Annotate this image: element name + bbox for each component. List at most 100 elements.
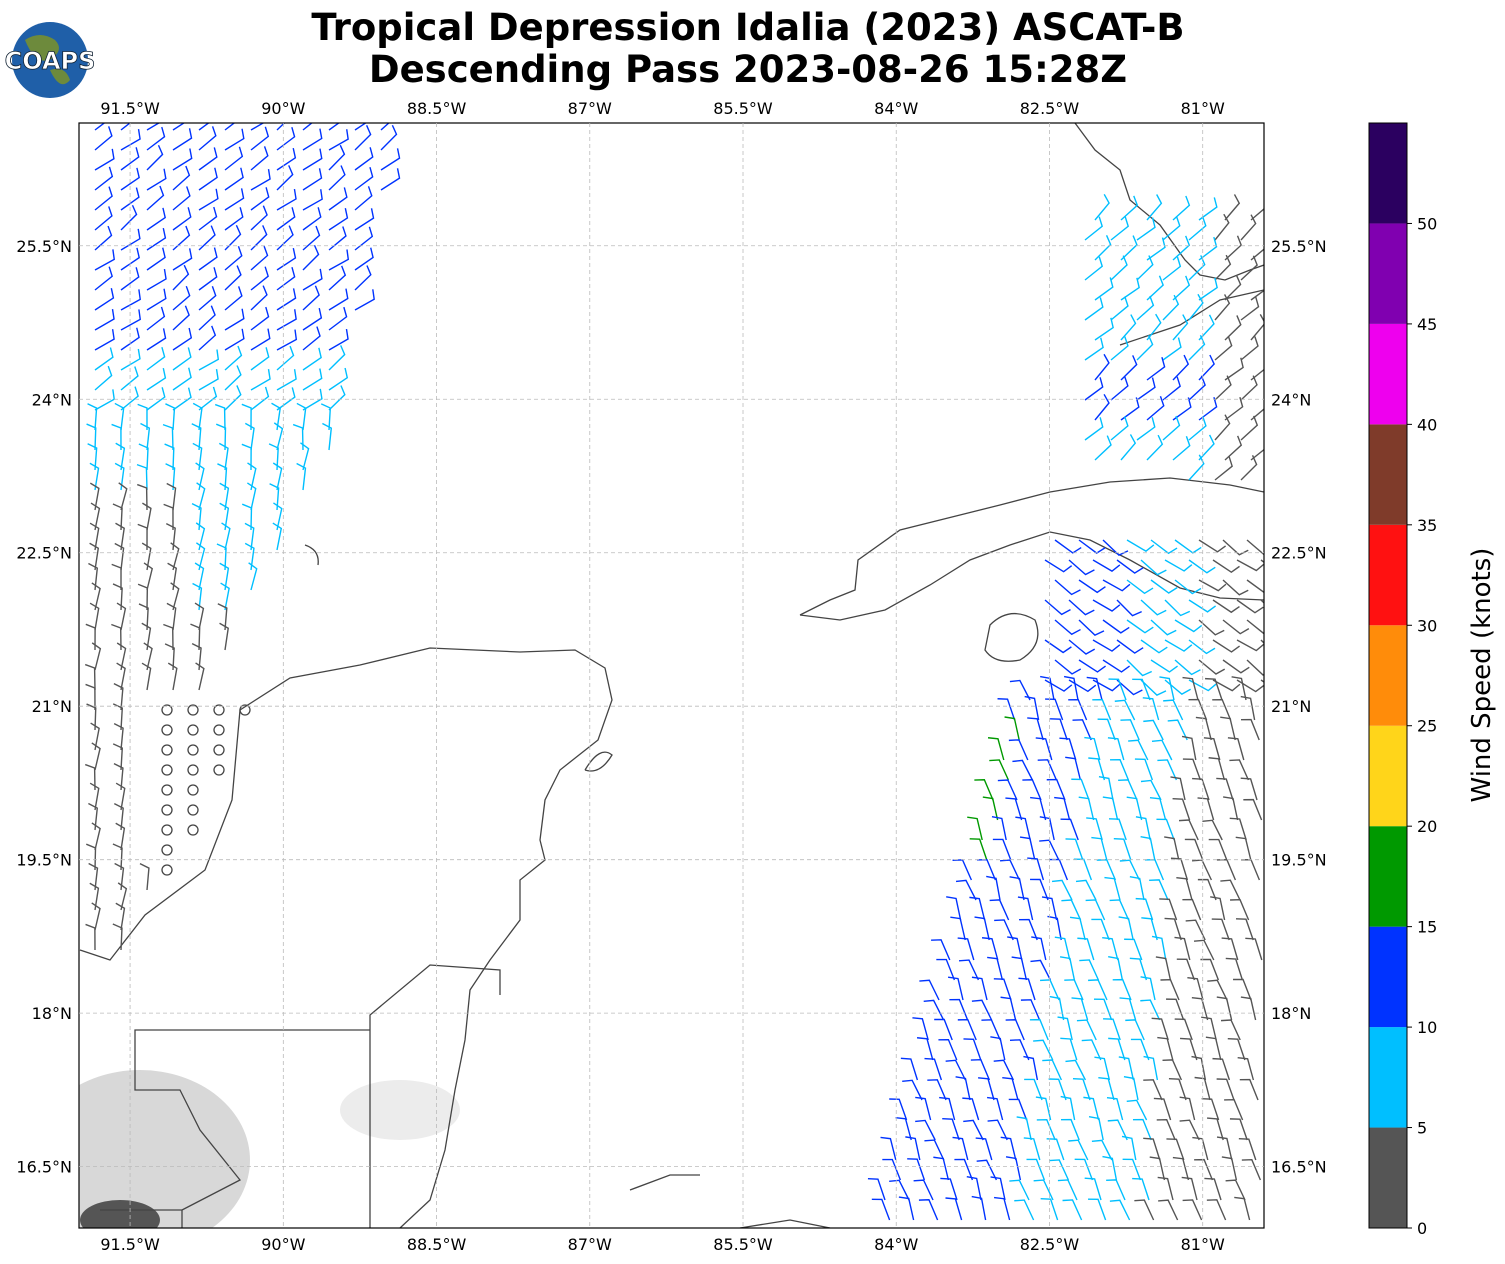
wind-barb (993, 1059, 1015, 1081)
wind-barb (1092, 559, 1121, 572)
wind-barb (328, 226, 347, 251)
colorbar-segment (1369, 424, 1407, 525)
wind-barb (1108, 678, 1127, 701)
wind-barb (219, 482, 230, 511)
wind-barb (141, 542, 152, 571)
wind-barb (916, 1037, 934, 1061)
wind-barb (934, 1018, 953, 1041)
wind-barb (1164, 917, 1182, 941)
wind-barb (1221, 937, 1239, 961)
wind-barb (912, 1017, 929, 1041)
wind-barb (1188, 599, 1217, 613)
wind-barb (1240, 375, 1258, 401)
colorbar-tick-label: 30 (1417, 616, 1437, 635)
wind-barb (1172, 195, 1191, 221)
wind-barb (120, 348, 141, 371)
wind-barb (1016, 1116, 1032, 1141)
wind-barb (1102, 1155, 1118, 1181)
wind-barb (1201, 1097, 1220, 1121)
colorbar-segment (1369, 524, 1407, 626)
wind-barb (1176, 958, 1196, 981)
wind-barb (1182, 1199, 1203, 1221)
wind-barb (1000, 1136, 1017, 1161)
wind-barb (1178, 819, 1199, 841)
wind-barb (1157, 759, 1178, 781)
wind-barb (224, 265, 242, 291)
wind-barb (272, 462, 283, 491)
wind-barb (1092, 599, 1121, 612)
wind-barb (224, 328, 245, 351)
wind-barb (219, 562, 230, 591)
wind-barb (86, 843, 97, 871)
wind-barb (1246, 659, 1264, 676)
wind-barb (915, 1096, 932, 1121)
wind-barb (1174, 659, 1201, 676)
y-tick-label: 19.5°N (16, 851, 72, 870)
wind-barb (94, 225, 113, 251)
wind-barb (172, 207, 192, 231)
wind-barb (1250, 368, 1264, 381)
calm-marker (187, 704, 199, 716)
wind-barb (1150, 539, 1178, 555)
colorbar-segment (1369, 323, 1407, 425)
wind-barb (94, 186, 113, 211)
wind-barb (172, 225, 191, 251)
wind-barb (1134, 1199, 1155, 1221)
wind-barb (1146, 356, 1166, 381)
wind-barb (1129, 876, 1145, 901)
wind-barb (1065, 756, 1082, 781)
wind-barb (296, 402, 307, 431)
wind-barb (1005, 1156, 1022, 1181)
wind-barb (971, 976, 988, 1001)
wind-barb (1170, 776, 1186, 801)
colorbar-segment (1369, 123, 1407, 224)
wind-barb (1078, 539, 1106, 554)
wind-barb (354, 226, 374, 251)
wind-barb (88, 802, 99, 831)
wind-barb (1214, 294, 1231, 321)
colorbar-tick-label: 40 (1417, 415, 1437, 434)
wind-barb (1163, 699, 1184, 721)
x-tick-label: 91.5°W (100, 99, 160, 118)
wind-barb (115, 442, 126, 471)
map-frame (78, 122, 1265, 1229)
wind-barb (120, 386, 139, 411)
wind-barb (241, 403, 252, 431)
wind-barb (328, 345, 346, 371)
wind-barb (165, 463, 176, 491)
wind-barb (94, 123, 106, 131)
x-tick-label: 88.5°W (407, 99, 467, 118)
wind-barb (1042, 1059, 1063, 1081)
wind-barb (1198, 434, 1215, 461)
wind-barb (146, 247, 166, 271)
calm-marker (187, 764, 199, 776)
wind-barb (1222, 619, 1250, 635)
wind-barb (1181, 735, 1197, 761)
wind-barb (146, 227, 167, 251)
calm-marker (161, 784, 173, 796)
wind-barb (300, 442, 310, 471)
wind-barb (1176, 876, 1193, 901)
wind-barb (1044, 599, 1071, 616)
wind-barb (91, 822, 101, 851)
wind-barb (328, 288, 349, 311)
wind-barb (962, 1097, 980, 1121)
wind-barb (328, 249, 350, 271)
wind-barb (1077, 937, 1095, 961)
wind-barb (1172, 1156, 1190, 1181)
wind-barb (1162, 256, 1182, 281)
wind-barb (1198, 579, 1227, 592)
y-tick-label: 18°N (32, 1004, 72, 1023)
wind-barb (1068, 639, 1096, 655)
wind-barb (276, 126, 296, 151)
wind-barb (1174, 1018, 1193, 1041)
wind-barb (250, 386, 270, 411)
wind-barb (112, 843, 123, 871)
wind-barb (1027, 717, 1044, 741)
wind-barb (88, 862, 99, 891)
wind-barb (1061, 899, 1082, 921)
wind-barb (1193, 939, 1215, 961)
wind-barb (1192, 1136, 1209, 1161)
wind-barb (1044, 639, 1072, 654)
